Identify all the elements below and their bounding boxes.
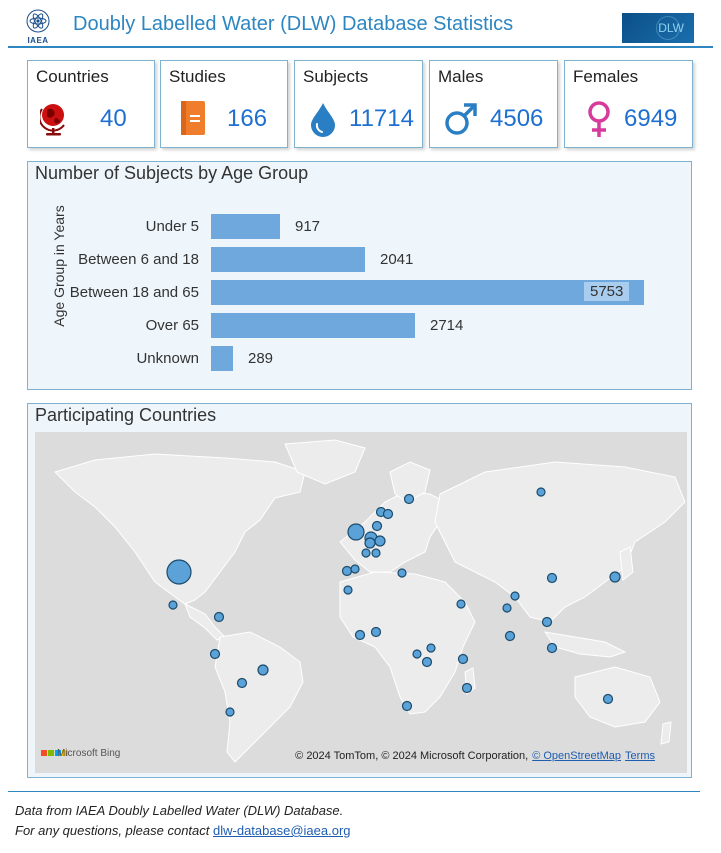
bar-value-label: 2041 bbox=[380, 251, 414, 268]
dlw-logo[interactable]: DLW bbox=[622, 13, 694, 43]
country-marker[interactable] bbox=[209, 648, 221, 660]
country-marker[interactable] bbox=[426, 643, 436, 653]
openstreetmap-link[interactable]: © OpenStreetMap bbox=[532, 750, 622, 762]
bar-category-label: Between 18 and 65 bbox=[69, 284, 199, 301]
country-marker[interactable] bbox=[347, 523, 365, 541]
book-icon bbox=[179, 101, 211, 137]
kpi-label: Subjects bbox=[303, 67, 369, 86]
country-marker[interactable] bbox=[412, 649, 422, 659]
world-map[interactable]: Microsoft Bing © 2024 TomTom, © 2024 Mic… bbox=[35, 432, 687, 773]
kpi-label: Females bbox=[573, 67, 639, 86]
country-marker[interactable] bbox=[397, 568, 407, 578]
country-marker[interactable] bbox=[225, 707, 235, 717]
terms-link[interactable]: Terms bbox=[625, 750, 655, 762]
country-marker[interactable] bbox=[354, 629, 366, 641]
bar[interactable] bbox=[211, 313, 415, 338]
bar-category-label: Unknown bbox=[136, 350, 199, 367]
footer-contact-prefix: For any questions, please contact bbox=[15, 823, 210, 838]
kpi-label: Countries bbox=[36, 67, 109, 86]
country-marker[interactable] bbox=[536, 487, 546, 497]
kpi-card-males: Males 4506 bbox=[429, 60, 558, 148]
country-marker[interactable] bbox=[341, 565, 353, 577]
iaea-logo[interactable]: IAEA bbox=[22, 8, 54, 46]
country-marker[interactable] bbox=[456, 599, 466, 609]
microsoft-bing-logo: Microsoft Bing bbox=[41, 748, 120, 759]
kpi-value: 6949 bbox=[624, 105, 678, 132]
bar-category-label: Between 6 and 18 bbox=[78, 251, 199, 268]
country-marker[interactable] bbox=[504, 630, 516, 642]
header-divider bbox=[8, 46, 713, 48]
kpi-label: Studies bbox=[169, 67, 226, 86]
kpi-value: 166 bbox=[227, 105, 268, 132]
country-marker[interactable] bbox=[371, 548, 381, 558]
chart-title: Number of Subjects by Age Group bbox=[35, 163, 309, 183]
kpi-card-countries: Countries 40 bbox=[27, 60, 155, 148]
footer-source-text: Data from IAEA Doubly Labelled Water (DL… bbox=[15, 803, 344, 818]
country-marker[interactable] bbox=[609, 571, 621, 583]
country-marker[interactable] bbox=[502, 603, 512, 613]
bar[interactable] bbox=[211, 214, 280, 239]
participating-countries-panel: Participating Countries bbox=[27, 403, 692, 778]
atom-icon bbox=[26, 9, 50, 33]
microsoft-logo-icon bbox=[41, 750, 68, 757]
kpi-card-studies: Studies 166 bbox=[160, 60, 288, 148]
country-marker[interactable] bbox=[546, 572, 558, 584]
country-marker[interactable] bbox=[457, 653, 469, 665]
bar-category-label: Under 5 bbox=[145, 218, 199, 235]
country-marker[interactable] bbox=[374, 535, 386, 547]
country-marker[interactable] bbox=[546, 642, 558, 654]
country-marker[interactable] bbox=[350, 564, 360, 574]
bar-category-label: Over 65 bbox=[145, 317, 199, 334]
iaea-logo-text: IAEA bbox=[27, 36, 49, 45]
map-provider-label: Microsoft Bing bbox=[57, 748, 121, 759]
country-marker[interactable] bbox=[343, 585, 353, 595]
country-marker[interactable] bbox=[510, 591, 520, 601]
country-marker[interactable] bbox=[382, 508, 394, 520]
country-marker[interactable] bbox=[236, 677, 248, 689]
map-attribution: © 2024 TomTom, © 2024 Microsoft Corporat… bbox=[295, 750, 655, 762]
kpi-value: 40 bbox=[100, 105, 127, 132]
page-title: Doubly Labelled Water (DLW) Database Sta… bbox=[73, 13, 514, 35]
country-marker[interactable] bbox=[257, 664, 269, 676]
map-title: Participating Countries bbox=[35, 405, 217, 425]
kpi-value: 11714 bbox=[349, 105, 414, 132]
country-marker[interactable] bbox=[541, 616, 553, 628]
country-marker[interactable] bbox=[371, 520, 383, 532]
bar-value-label: 5753 bbox=[584, 282, 630, 301]
kpi-label: Males bbox=[438, 67, 484, 86]
country-marker[interactable] bbox=[403, 493, 415, 505]
age-group-chart-panel: Number of Subjects by Age Group Age Grou… bbox=[27, 161, 692, 390]
bar-value-label: 2714 bbox=[430, 317, 464, 334]
female-symbol-icon bbox=[585, 101, 617, 137]
footer-divider bbox=[8, 791, 700, 792]
male-symbol-icon bbox=[444, 101, 477, 137]
country-marker[interactable] bbox=[370, 626, 382, 638]
world-map-shapes bbox=[54, 439, 686, 763]
bar[interactable] bbox=[211, 247, 365, 272]
country-marker[interactable] bbox=[213, 611, 225, 623]
country-marker[interactable] bbox=[602, 693, 614, 705]
country-bubbles bbox=[166, 487, 621, 717]
kpi-card-subjects: Subjects 11714 bbox=[294, 60, 423, 148]
country-marker[interactable] bbox=[401, 700, 413, 712]
country-marker[interactable] bbox=[361, 548, 371, 558]
globe-icon bbox=[38, 101, 72, 137]
footer-contact-text: For any questions, please contact dlw-da… bbox=[15, 823, 351, 838]
header: IAEA Doubly Labelled Water (DLW) Databas… bbox=[0, 0, 721, 48]
dlw-logo-ring bbox=[656, 16, 680, 40]
country-marker[interactable] bbox=[168, 600, 178, 610]
country-marker[interactable] bbox=[166, 559, 192, 585]
bar[interactable] bbox=[211, 280, 644, 305]
attribution-text: © 2024 TomTom, © 2024 Microsoft Corporat… bbox=[295, 750, 529, 762]
bar-value-label: 289 bbox=[248, 350, 274, 367]
water-drop-icon bbox=[309, 101, 341, 137]
contact-email-link[interactable]: dlw-database@iaea.org bbox=[213, 823, 351, 838]
kpi-value: 4506 bbox=[490, 105, 544, 132]
bar-value-label: 917 bbox=[295, 218, 321, 235]
kpi-card-females: Females 6949 bbox=[564, 60, 693, 148]
country-marker[interactable] bbox=[461, 682, 473, 694]
bar[interactable] bbox=[211, 346, 233, 371]
country-marker[interactable] bbox=[421, 656, 433, 668]
country-marker[interactable] bbox=[364, 537, 376, 549]
